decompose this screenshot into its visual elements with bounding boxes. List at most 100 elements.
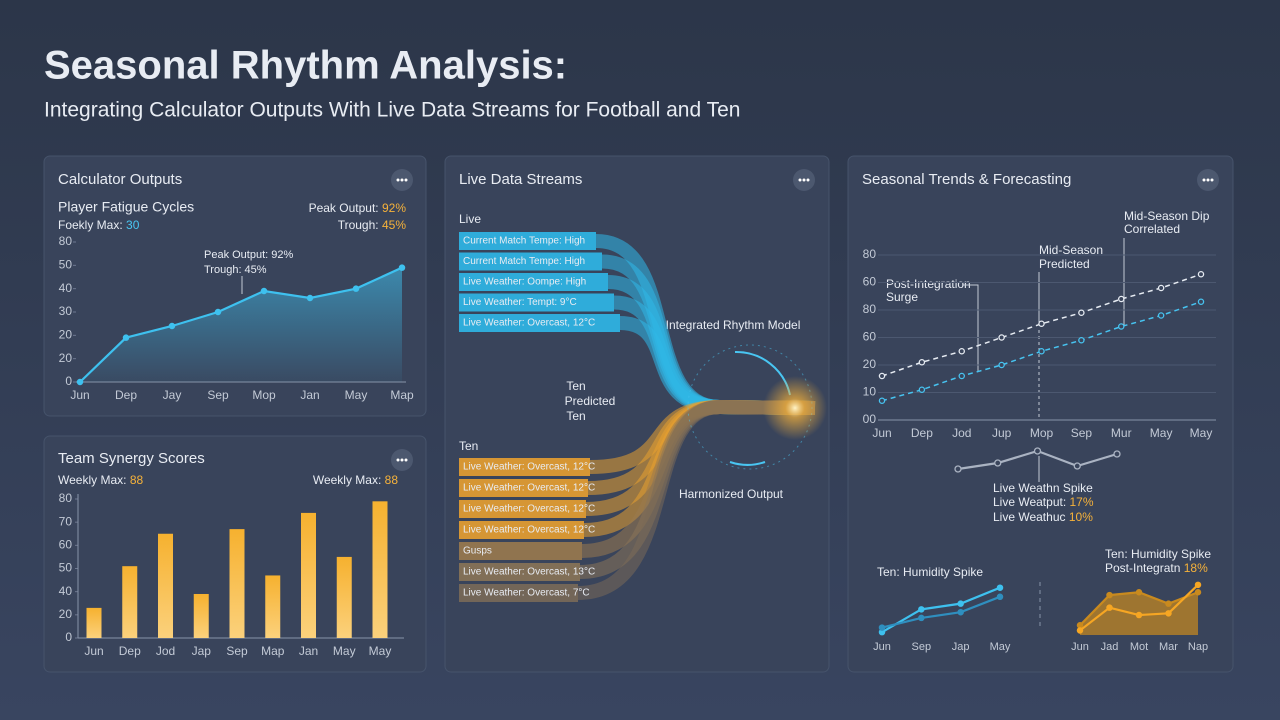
center-note: Predicted	[565, 394, 616, 408]
x-tick-label: Dep	[119, 644, 141, 658]
live-item-label: Live Weather: Oompe: High	[463, 277, 586, 288]
glow	[763, 376, 827, 440]
live-item-label: Current Match Tempe: High	[463, 236, 585, 247]
ten-item-label: Live Weather: Overcast, 12°C	[463, 525, 595, 536]
y-tick-label: 80	[59, 491, 73, 505]
point	[958, 347, 966, 355]
point	[168, 322, 176, 330]
live-item	[459, 252, 602, 271]
point	[1135, 589, 1143, 596]
point	[1135, 611, 1143, 619]
ten-item	[459, 479, 588, 497]
x-tick-label: May	[1150, 426, 1173, 440]
group-label: Ten	[459, 439, 478, 453]
x-tick-label: May	[1190, 426, 1213, 440]
x-tick-label: May	[345, 388, 368, 402]
note-label: Weekly Max:	[313, 473, 381, 487]
panel-title: Live Data Streams	[459, 171, 582, 188]
ten-item	[459, 584, 578, 602]
model-label: Integrated Rhythm Model	[666, 318, 801, 332]
note-label: Foekly Max:	[58, 218, 123, 232]
point	[954, 465, 962, 473]
ten-item-label: Gusps	[463, 546, 492, 557]
note-value: 18%	[1184, 561, 1208, 575]
note-value: 30	[126, 218, 140, 232]
point	[998, 334, 1005, 341]
point	[1033, 447, 1042, 455]
point	[1113, 450, 1121, 458]
point	[1038, 347, 1045, 355]
x-tick-label: Jad	[1101, 641, 1119, 653]
note-label: Live Weathuc	[993, 510, 1066, 524]
annotation: Trough: 45%	[204, 264, 267, 276]
point	[1076, 622, 1084, 629]
point	[918, 606, 925, 613]
bar	[158, 533, 173, 638]
x-tick-label: Dep	[911, 426, 933, 440]
note-value: 88	[385, 473, 399, 487]
menu-buttons	[391, 169, 1219, 471]
y-tick-label: 80	[863, 302, 877, 316]
y-tick-label: 40	[59, 584, 73, 598]
note-label: Weekly Max:	[58, 473, 126, 487]
point	[878, 372, 886, 380]
chart-title: Player Fatigue Cycles	[58, 199, 194, 215]
menu-button[interactable]	[391, 449, 413, 471]
panel-title: Seasonal Trends & Forecasting	[862, 171, 1071, 188]
page-title: Seasonal Rhythm Analysis:	[44, 44, 567, 88]
x-tick-label: Jun	[873, 641, 891, 653]
y-tick-label: 50	[59, 258, 73, 272]
menu-button[interactable]	[793, 169, 815, 191]
x-tick-label: Jun	[872, 426, 891, 440]
note-label: Trough:	[338, 218, 379, 232]
y-tick-label: 70	[59, 514, 73, 528]
y-tick-label: 60	[863, 275, 877, 289]
point	[1118, 295, 1125, 303]
y-tick-label: 20	[59, 607, 73, 621]
ten-item	[459, 500, 586, 518]
y-tick-label: 50	[59, 561, 73, 575]
line	[881, 586, 1001, 634]
annotation: Mid-Season	[1039, 243, 1103, 257]
note: Post-Integratn 18%	[1105, 561, 1208, 575]
point	[398, 264, 406, 271]
point	[1197, 298, 1205, 305]
note: Weekly Max: 88	[58, 473, 143, 487]
menu-button[interactable]	[1197, 169, 1219, 191]
point	[1078, 336, 1085, 344]
arrow	[729, 461, 766, 466]
x-tick-label: Jup	[992, 426, 1012, 440]
ten-item-label: Live Weather: Overcast, 13°C	[463, 567, 595, 578]
y-tick-label: 00	[863, 412, 877, 426]
annotation: Mid-Season Dip	[1124, 209, 1210, 223]
menu-button[interactable]	[391, 169, 413, 191]
point	[260, 287, 268, 295]
point	[1073, 462, 1081, 470]
live-item	[459, 293, 614, 312]
annotation: Post-Integration	[886, 277, 971, 291]
live-item-label: Live Weather: Tempt: 9°C	[463, 297, 577, 308]
note: Live Weathn Spike	[993, 481, 1093, 495]
output-label: Harmonized Output	[679, 487, 784, 501]
point	[1038, 320, 1045, 327]
x-tick-label: Nap	[1188, 641, 1208, 653]
y-tick-label: 20	[59, 351, 73, 365]
x-tick-label: Jun	[70, 388, 89, 402]
bar	[229, 529, 245, 638]
bar	[265, 575, 281, 638]
annotation: Correlated	[1124, 222, 1180, 236]
live-item	[459, 232, 596, 250]
point	[878, 397, 886, 404]
y-tick-label: 80	[59, 234, 73, 248]
point	[957, 600, 964, 607]
note-value: 88	[130, 473, 144, 487]
annotation: Predicted	[1039, 257, 1090, 271]
annotation: Peak Output: 92%	[204, 249, 293, 261]
line	[881, 595, 1001, 629]
bar	[122, 566, 138, 638]
note-label: Peak Output:	[309, 201, 379, 215]
x-tick-label: Mot	[1130, 641, 1148, 653]
chart-title: Ten: Humidity Spike	[877, 565, 983, 579]
x-tick-label: May	[369, 644, 392, 658]
